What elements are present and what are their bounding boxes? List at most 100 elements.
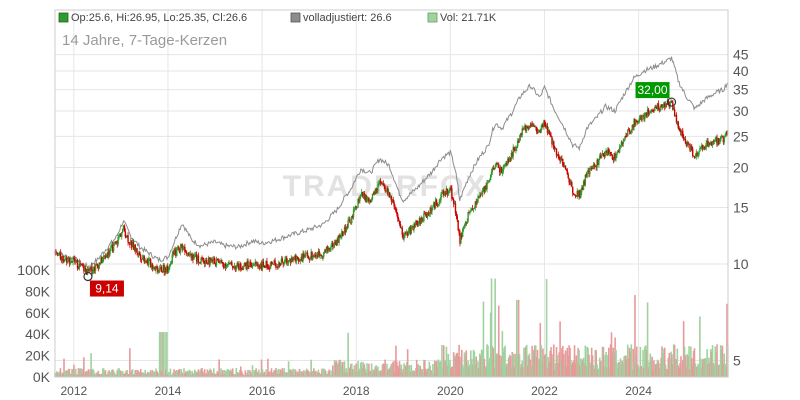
candle-body	[231, 261, 233, 266]
volume-bar	[254, 370, 257, 377]
candle-body	[120, 234, 122, 237]
volume-bar	[256, 371, 258, 377]
volume-bar	[107, 371, 110, 377]
candle-body	[248, 266, 250, 267]
volume-bar	[321, 368, 323, 377]
candle-body	[417, 222, 420, 226]
candle-body	[258, 265, 260, 267]
volume-bar	[336, 364, 339, 377]
candle-body	[160, 267, 163, 272]
candle-body	[407, 230, 410, 236]
candle-body	[726, 132, 728, 134]
candle-body	[712, 141, 715, 143]
candle-body	[128, 242, 130, 244]
candle-body	[90, 266, 92, 270]
volume-bar	[710, 351, 713, 377]
volume-bar	[449, 359, 451, 377]
volume-bar	[493, 367, 496, 377]
volume-bar	[372, 369, 375, 377]
volume-bar	[535, 356, 538, 377]
candle-body	[265, 260, 267, 268]
volume-bar	[599, 360, 602, 377]
candle-body	[524, 125, 526, 127]
volume-bar	[157, 374, 160, 377]
candle-body	[608, 148, 610, 154]
volume-bar	[289, 369, 292, 377]
volume-bar	[552, 344, 555, 377]
candle-body	[357, 199, 359, 208]
candle-body	[369, 199, 372, 203]
candle-body	[80, 264, 82, 266]
volume-bar	[473, 351, 476, 377]
candle-body	[240, 263, 242, 269]
candle-body	[175, 249, 177, 256]
candle-body	[582, 181, 585, 190]
candle-body	[109, 250, 111, 255]
candle-body	[131, 242, 134, 248]
candle-body	[544, 125, 547, 128]
candle-body	[699, 148, 701, 152]
candle-body	[190, 253, 192, 258]
candle-body	[176, 248, 178, 256]
candle-body	[574, 194, 577, 196]
candle-body	[586, 171, 588, 178]
candle-body	[708, 143, 710, 147]
candle-body	[555, 148, 558, 156]
volume-bar	[159, 332, 162, 377]
volume-bar	[601, 346, 604, 377]
volume-bar	[169, 368, 172, 377]
volume-bar	[481, 351, 484, 377]
candle-body	[157, 267, 159, 273]
volume-bar	[475, 356, 478, 377]
volume-bar	[448, 363, 450, 377]
volume-bar	[292, 368, 294, 377]
candle-body	[221, 260, 223, 263]
volume-bar	[150, 374, 153, 377]
candle-body	[617, 150, 619, 153]
candle-body	[241, 268, 243, 270]
candle-body	[205, 260, 208, 263]
volume-bar	[185, 373, 188, 377]
volume-bar	[627, 358, 630, 377]
candle-body	[434, 202, 436, 208]
volume-bar	[529, 359, 532, 377]
volume-bar	[607, 355, 609, 377]
volume-bar	[613, 352, 616, 377]
volume-bar	[410, 365, 413, 377]
volume-bar	[606, 367, 608, 377]
candle-body	[498, 167, 501, 173]
volume-bar	[157, 372, 159, 377]
candle-body	[277, 263, 280, 267]
candle-body	[79, 263, 81, 266]
candle-body	[252, 265, 255, 266]
candle-body	[67, 257, 70, 259]
candle-body	[161, 271, 164, 273]
volume-bar	[412, 370, 414, 377]
volume-bar	[656, 359, 659, 377]
volume-bar	[100, 373, 102, 377]
candle-body	[323, 252, 325, 257]
volume-bar	[353, 365, 356, 377]
volume-bar	[230, 369, 232, 377]
volume-bar	[363, 364, 366, 377]
volume-bar	[593, 368, 596, 377]
volume-bar	[146, 373, 148, 377]
candle-body	[643, 115, 645, 120]
candle-body	[222, 262, 224, 264]
volume-bar	[643, 367, 645, 377]
volume-bar	[619, 358, 622, 377]
volume-bar	[721, 345, 724, 377]
volume-bar	[573, 345, 576, 377]
x-tick-2016: 2016	[249, 384, 276, 398]
volume-bar	[158, 332, 161, 377]
candle-body	[706, 141, 708, 144]
volume-bar	[701, 359, 704, 377]
candle-body	[497, 164, 499, 165]
candle-body	[241, 269, 244, 271]
volume-bar	[425, 371, 428, 377]
candle-body	[680, 131, 682, 136]
volume-bar	[716, 344, 718, 377]
candle-body	[91, 266, 93, 274]
candle-body	[368, 197, 370, 203]
volume-bar	[424, 360, 426, 377]
